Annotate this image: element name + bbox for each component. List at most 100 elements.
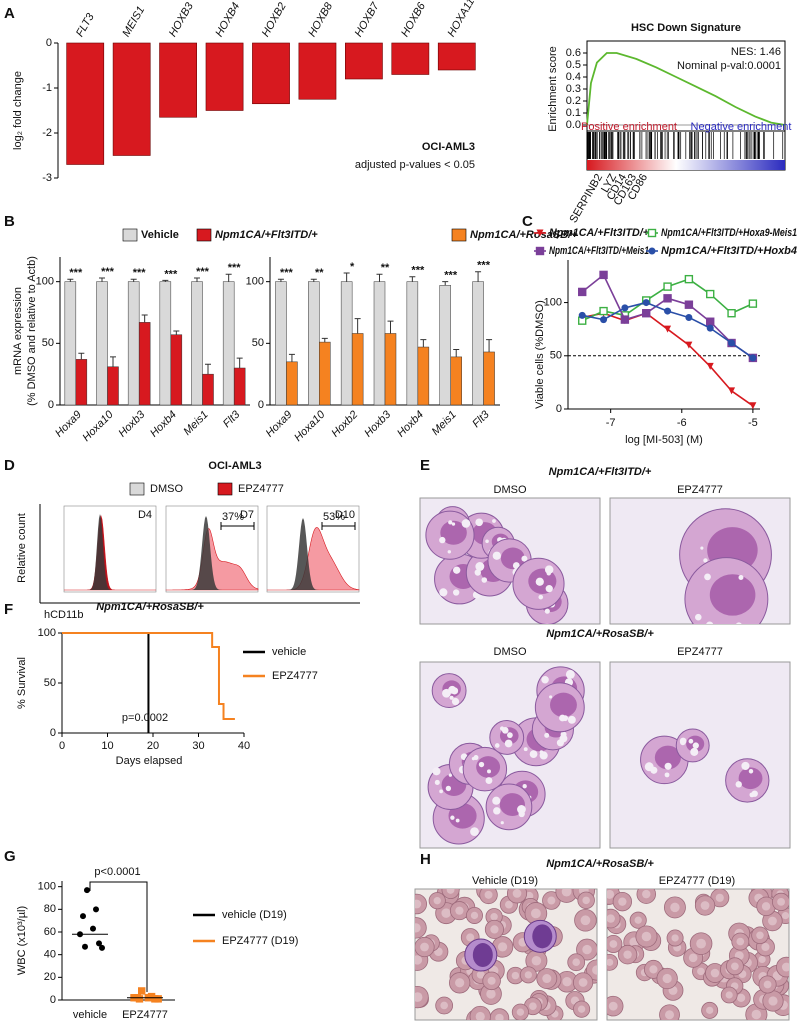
cell-center: [512, 889, 522, 898]
annotation: OCI-AML3: [422, 141, 475, 153]
error-bar: [225, 273, 232, 282]
marker: [706, 317, 715, 326]
marker: [90, 925, 96, 932]
legend-swatch: [122, 228, 138, 242]
enrichment-curve: [586, 52, 786, 126]
y-tick-label: 0.0: [566, 119, 581, 131]
bar: [202, 373, 214, 406]
vacuole: [478, 761, 485, 768]
x-tick-label: Hoxa9: [264, 409, 295, 440]
y-axis-label: log₂ fold change: [12, 71, 24, 150]
marker: [621, 304, 629, 312]
vacuole: [544, 608, 550, 614]
marker: [642, 299, 650, 307]
vacuole: [439, 588, 448, 597]
error-bar: [453, 349, 460, 357]
marker: [748, 299, 758, 308]
vacuole: [507, 732, 513, 739]
gene-label: SERPINB2: [568, 172, 606, 225]
significance: ***: [228, 262, 242, 274]
x-tick-label: Meis1: [181, 409, 210, 438]
y-tick-label: 0: [556, 403, 562, 415]
legend-swatch: [217, 482, 233, 496]
annotation: p<0.0001: [94, 866, 140, 878]
vacuole: [442, 688, 451, 698]
marker: [684, 300, 694, 309]
vacuole: [461, 519, 471, 528]
bar: [66, 42, 105, 165]
nucleus: [440, 520, 467, 545]
cell-center: [516, 1008, 525, 1016]
legend-label: Npm1CA/+Flt3ITD/+: [549, 227, 650, 239]
y-axis-label: Relative count: [16, 513, 28, 583]
vacuole: [475, 518, 483, 527]
gate-label: 53%: [323, 511, 345, 523]
marker: [135, 995, 144, 1003]
cell-center: [761, 902, 771, 911]
cell-center: [455, 978, 465, 988]
significance: **: [315, 267, 324, 279]
cell-center: [736, 993, 746, 1003]
marker: [96, 940, 102, 947]
marker: [727, 309, 736, 318]
image-label: EPZ4777: [677, 646, 723, 658]
significance: ***: [411, 265, 425, 277]
vacuole: [452, 589, 460, 596]
day-label: D10: [335, 509, 355, 521]
error-bar: [110, 356, 116, 367]
vacuole: [692, 742, 699, 749]
image-label: Vehicle (D19): [472, 875, 538, 887]
cell-center: [751, 1009, 762, 1020]
vacuole: [452, 566, 461, 574]
nucleus: [532, 924, 553, 949]
y-tick-label: 0: [50, 994, 56, 1006]
vacuole: [475, 562, 485, 571]
error-bar: [67, 278, 74, 282]
cell-center: [671, 934, 679, 942]
micrograph: [419, 497, 601, 625]
marker: [749, 402, 757, 410]
error-bar: [141, 314, 148, 323]
vacuole: [470, 827, 479, 837]
vacuole: [680, 739, 686, 746]
marker: [620, 315, 630, 324]
cell-center: [696, 938, 706, 949]
panel-letter: H: [420, 851, 431, 868]
micrograph: [419, 661, 601, 849]
cell-center: [547, 896, 556, 905]
marker: [82, 943, 88, 950]
vacuole: [544, 565, 554, 574]
cell-center: [731, 962, 739, 971]
marker: [664, 307, 672, 315]
legend-label: EPZ4777: [272, 670, 318, 682]
cell-center: [476, 970, 485, 979]
chart-title: HSC Down Signature: [631, 22, 741, 34]
x-tick-label: Hoxb3: [116, 408, 148, 440]
vacuole: [451, 697, 460, 706]
vacuole: [492, 519, 496, 523]
marker: [578, 311, 586, 319]
x-tick-label: -6: [677, 417, 687, 429]
cell-center: [618, 897, 627, 906]
legend-label: Npm1CA/+Flt3ITD/+Hoxb4: [661, 245, 797, 257]
gate-label: 37%: [222, 511, 244, 523]
cell-center: [466, 933, 475, 942]
cells: [640, 728, 770, 803]
cell-center: [649, 965, 658, 974]
y-axis-label: Enrichment score: [547, 46, 559, 132]
bar: [170, 334, 183, 406]
vacuole: [695, 613, 702, 621]
enrichment-label: Positive enrichment: [581, 121, 677, 133]
x-axis-label: log [MI-503] (M): [625, 434, 703, 446]
bar: [298, 42, 337, 100]
x-axis-label: Days elapsed: [116, 755, 183, 767]
bar: [75, 359, 88, 406]
vacuole: [450, 815, 455, 820]
bar: [96, 281, 108, 406]
vacuole: [504, 739, 513, 748]
vacuole: [450, 687, 459, 695]
cell-center: [580, 915, 591, 926]
vacuole: [487, 769, 491, 774]
vacuole: [485, 777, 493, 785]
cell-center: [470, 911, 479, 920]
